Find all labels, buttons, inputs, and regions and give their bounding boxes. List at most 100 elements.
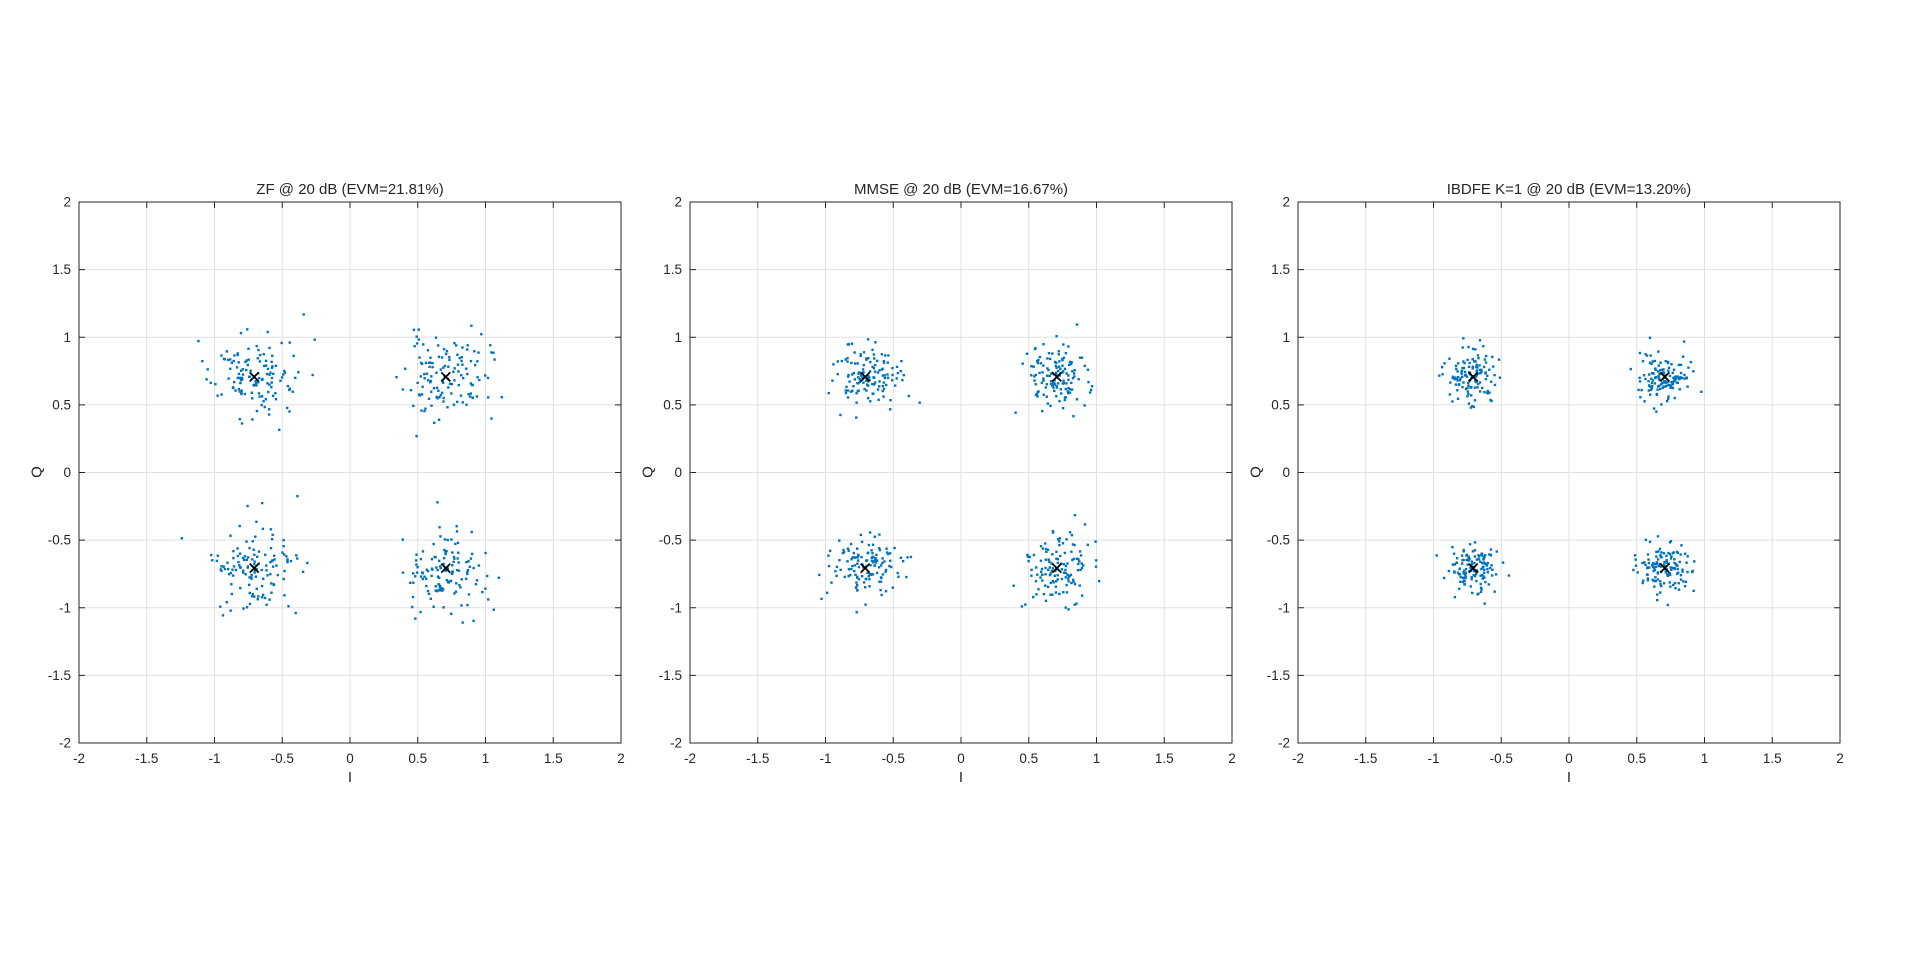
- y-tick-label: -2: [1278, 736, 1290, 751]
- x-axis-label: I: [1566, 769, 1572, 786]
- plot-area: -2 -1.5 -1 -0.5 0 0.5 1 1.5 2 -2 -1.5 -1 -0.5 0 0.5 1 1.…: [1267, 195, 1844, 767]
- x-tick-label: -1.5: [746, 751, 769, 766]
- reference-x-marker: [1051, 371, 1062, 383]
- y-tick-label: 1.5: [663, 262, 682, 277]
- y-tick-label: -0.5: [1267, 533, 1290, 548]
- plot-area: -2 -1.5 -1 -0.5 0 0.5 1 1.5 2 -2 -1.5 -1 -0.5 0 0.5 1 1.…: [659, 195, 1236, 767]
- y-tick-label: -0.5: [659, 533, 682, 548]
- x-tick-label: 1.5: [1763, 751, 1782, 766]
- y-tick-label: -1: [670, 600, 682, 615]
- x-tick-label: 1.5: [544, 751, 563, 766]
- x-tick-labels: -2 -1.5 -1 -0.5 0 0.5 1 1.5 2: [684, 751, 1236, 766]
- x-axis-label: I: [347, 769, 353, 786]
- y-tick-label: 2: [674, 195, 682, 210]
- x-tick-label: 2: [1228, 751, 1236, 766]
- x-tick-label: -0.5: [271, 751, 294, 766]
- x-axis-label: I: [958, 769, 964, 786]
- y-tick-labels: -2 -1.5 -1 -0.5 0 0.5 1 1.5 2: [659, 195, 682, 751]
- reference-markers: [249, 371, 451, 574]
- x-tick-labels: -2 -1.5 -1 -0.5 0 0.5 1 1.5 2: [73, 751, 625, 766]
- x-tick-label: -1.5: [135, 751, 158, 766]
- x-tick-label: -1: [208, 751, 220, 766]
- x-tick-label: 0: [957, 751, 965, 766]
- reference-markers: [1468, 371, 1670, 574]
- reference-x-marker: [860, 562, 871, 574]
- reference-x-marker: [1051, 562, 1062, 574]
- reference-x-marker: [249, 562, 260, 574]
- y-tick-label: 0.5: [1271, 397, 1290, 412]
- y-tick-label: -1.5: [1267, 668, 1290, 683]
- scatter-points: [818, 323, 1101, 614]
- x-tick-label: -1: [819, 751, 831, 766]
- grid-lines: [690, 202, 1232, 743]
- reference-markers: [860, 371, 1062, 574]
- plot-title: ZF @ 20 dB (EVM=21.81%): [256, 181, 444, 198]
- x-tick-label: -2: [684, 751, 696, 766]
- x-tick-label: 0.5: [1019, 751, 1038, 766]
- scatter-points: [1435, 336, 1703, 607]
- y-tick-label: 1.5: [1271, 262, 1290, 277]
- plot-title: IBDFE K=1 @ 20 dB (EVM=13.20%): [1446, 181, 1692, 198]
- y-tick-label: 1: [63, 330, 71, 345]
- y-tick-label: -1: [1278, 600, 1290, 615]
- y-tick-label: 2: [63, 195, 71, 210]
- reference-x-marker: [440, 562, 451, 574]
- y-tick-label: 1: [674, 330, 682, 345]
- reference-x-marker: [440, 371, 451, 383]
- axes-box: [689, 201, 1233, 744]
- plot-title: MMSE @ 20 dB (EVM=16.67%): [853, 181, 1069, 198]
- x-tick-label: 1: [1701, 751, 1709, 766]
- y-tick-label: 1: [1282, 330, 1290, 345]
- y-tick-label: -0.5: [48, 533, 71, 548]
- y-tick-label: 0.5: [52, 397, 71, 412]
- y-axis-label: Q: [639, 466, 657, 478]
- tick-marks: [1297, 201, 1841, 744]
- grid-lines: [1298, 202, 1840, 743]
- x-tick-label: 2: [617, 751, 625, 766]
- y-tick-label: 0.5: [663, 397, 682, 412]
- y-tick-label: 0: [674, 465, 682, 480]
- axes-box: [1297, 201, 1841, 744]
- x-tick-label: 0: [346, 751, 354, 766]
- x-tick-label: 0.5: [1627, 751, 1646, 766]
- reference-x-marker: [1659, 562, 1670, 574]
- reference-x-marker: [860, 371, 871, 383]
- x-tick-label: 0: [1565, 751, 1573, 766]
- x-tick-label: -0.5: [882, 751, 905, 766]
- x-tick-label: -0.5: [1490, 751, 1513, 766]
- y-tick-label: -1: [59, 600, 71, 615]
- x-tick-label: -2: [1292, 751, 1304, 766]
- scatter-points: [180, 313, 503, 624]
- y-tick-label: 0: [1282, 465, 1290, 480]
- y-axis-label: Q: [1247, 466, 1265, 478]
- y-tick-label: -2: [670, 736, 682, 751]
- x-tick-label: 0.5: [408, 751, 427, 766]
- reference-x-marker: [249, 371, 260, 383]
- y-tick-label: -2: [59, 736, 71, 751]
- x-tick-label: 2: [1836, 751, 1844, 766]
- x-tick-label: -2: [73, 751, 85, 766]
- x-tick-labels: -2 -1.5 -1 -0.5 0 0.5 1 1.5 2: [1292, 751, 1844, 766]
- x-tick-label: 1: [482, 751, 490, 766]
- y-tick-label: -1.5: [48, 668, 71, 683]
- y-tick-label: -1.5: [659, 668, 682, 683]
- x-tick-label: 1: [1093, 751, 1101, 766]
- reference-x-marker: [1468, 371, 1479, 383]
- y-tick-label: 0: [63, 465, 71, 480]
- tick-marks: [689, 201, 1233, 744]
- y-tick-labels: -2 -1.5 -1 -0.5 0 0.5 1 1.5 2: [1267, 195, 1290, 751]
- axes-box: [78, 201, 622, 744]
- x-tick-label: -1: [1427, 751, 1439, 766]
- reference-x-marker: [1468, 562, 1479, 574]
- reference-x-marker: [1659, 371, 1670, 383]
- tick-marks: [78, 201, 622, 744]
- x-tick-label: 1.5: [1155, 751, 1174, 766]
- x-tick-label: -1.5: [1354, 751, 1377, 766]
- grid-lines: [79, 202, 621, 743]
- plot-area: -2 -1.5 -1 -0.5 0 0.5 1 1.5 2 -2 -1.5 -1 -0.5 0 0.5 1 1.…: [48, 195, 625, 767]
- y-tick-label: 1.5: [52, 262, 71, 277]
